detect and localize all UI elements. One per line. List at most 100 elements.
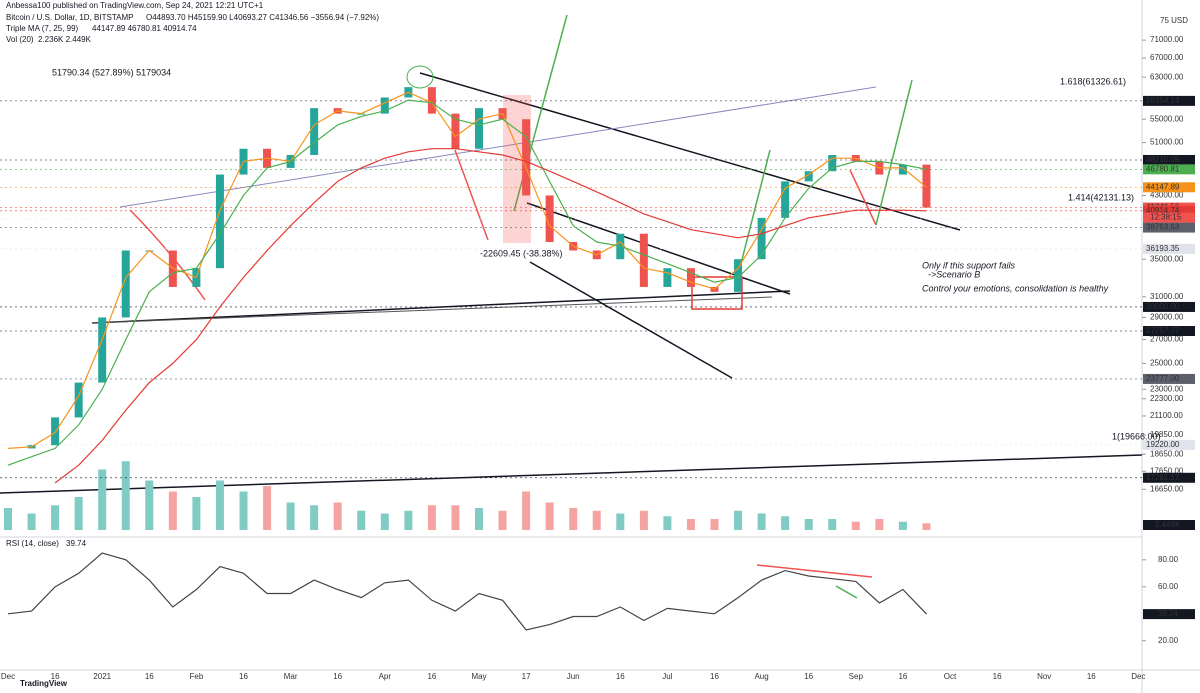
countdown: 12:38:15 (1150, 213, 1182, 222)
y-tick-label: 60.00 (1158, 582, 1179, 591)
vol-values: 2.236K 2.449K (38, 35, 92, 44)
candle (922, 164, 931, 208)
price-tag (1143, 326, 1195, 337)
annotation: 1.618(61326.61) (1060, 76, 1126, 86)
volume-bar (545, 502, 554, 530)
price-tag-label: 27757.77 (1146, 326, 1180, 335)
x-tick-label: Apr (379, 672, 392, 681)
series-line (54, 148, 927, 484)
series-line (7, 552, 927, 631)
header-text: Bitcoin / U.S. Dollar, 1D, BITSTAMP (6, 13, 133, 22)
annotation: 1.414(42131.13) (1068, 192, 1134, 202)
y-tick-label: 21100.00 (1150, 411, 1183, 420)
x-tick-label: 16 (1087, 672, 1096, 681)
y-tick-label: 18650.00 (1150, 449, 1184, 458)
y-tick-label: 19850.00 (1150, 430, 1184, 439)
x-tick-label: Aug (754, 672, 768, 681)
header-text: Vol (20) (6, 35, 34, 44)
y-tick-label: 67000.00 (1150, 53, 1184, 62)
x-tick-label: Feb (190, 672, 204, 681)
candle (734, 259, 743, 292)
price-tag-label: 58354.14 (1146, 96, 1180, 105)
y-tick-label: 17650.00 (1150, 466, 1184, 475)
x-tick-label: 2021 (93, 672, 111, 681)
volume-bar (851, 521, 860, 530)
y-tick-label: 51000.00 (1150, 138, 1184, 147)
y-tick-label: 43000.00 (1150, 191, 1184, 200)
candle (639, 233, 648, 287)
volume-bar (475, 508, 483, 530)
x-tick-label: Dec (1131, 672, 1145, 681)
price-tag (1143, 154, 1195, 165)
volume-bar (51, 505, 60, 530)
volume-bar (263, 486, 272, 530)
rsi-tag (1143, 609, 1195, 620)
vol-tag (1143, 520, 1195, 530)
x-tick-label: 16 (333, 672, 342, 681)
candle (51, 417, 60, 446)
x-tick-label: Dec (1, 672, 15, 681)
volume-bar (74, 497, 83, 530)
y-tick-label: 63000.00 (1150, 72, 1184, 81)
x-tick-label: Nov (1037, 672, 1051, 681)
x-tick-label: 16 (616, 672, 625, 681)
price-tag-label: 23777.00 (1146, 374, 1180, 383)
candle (757, 217, 766, 260)
x-tick-label: Sep (849, 672, 864, 681)
x-tick-label: 16 (145, 672, 154, 681)
y-tick-label: 20.00 (1158, 636, 1179, 645)
volume-bar (310, 505, 319, 530)
price-tag-label: 44147.89 (1146, 182, 1180, 191)
x-tick-label: Mar (284, 672, 298, 681)
volume-bar (781, 516, 790, 530)
x-tick-label: Jun (567, 672, 580, 681)
volume-bar (898, 521, 907, 530)
candle (380, 97, 389, 114)
countdown-tag (1143, 212, 1195, 223)
x-tick-label: Oct (944, 672, 957, 681)
price-tag (1143, 95, 1195, 106)
price-tag-label: 48216.09 (1146, 155, 1180, 164)
x-tick-label: 17 (522, 672, 531, 681)
price-tag-label: 36193.35 (1146, 244, 1180, 253)
volume-bar (4, 508, 12, 530)
annotation: ->Scenario B (928, 269, 980, 279)
rsi-tag-label: 39.74 (1158, 609, 1179, 618)
x-tick-label: May (471, 672, 486, 681)
candle (74, 382, 83, 418)
candle (898, 164, 907, 175)
price-tag-label: 17281.17 (1146, 473, 1180, 482)
price-tag-label: 38763.63 (1146, 223, 1180, 232)
ohlc: O44893.70 H45159.90 L40693.27 C41346.56 … (146, 13, 379, 22)
candle (781, 181, 790, 218)
price-tag (1143, 164, 1195, 175)
volume-bar (639, 510, 648, 530)
x-tick-label: 16 (427, 672, 436, 681)
volume-bar (522, 491, 531, 530)
volume-bar (922, 523, 931, 530)
header-text: Anbessa100 published on TradingView.com,… (6, 1, 264, 10)
y-tick-label: 23000.00 (1150, 384, 1184, 393)
volume-bar (498, 510, 507, 530)
series-line (7, 91, 927, 449)
y-tick-label: 25000.00 (1150, 359, 1184, 368)
candle (663, 268, 672, 287)
series-line (7, 99, 927, 466)
y-tick-label: 55000.00 (1150, 114, 1184, 123)
candle (451, 113, 460, 149)
candle (98, 317, 107, 383)
price-tag (1143, 205, 1195, 216)
volume-bar (663, 516, 672, 530)
y-tick-label: 31000.00 (1150, 292, 1184, 301)
candle (828, 154, 837, 172)
y-tick-label: 27000.00 (1150, 335, 1184, 344)
y-tick-label: 71000.00 (1150, 35, 1184, 44)
axis-unit: 75 USD (1160, 16, 1188, 25)
volume-bar (427, 505, 436, 530)
volume-bar (121, 461, 130, 530)
volume-bar (168, 491, 177, 530)
volume-bar (404, 510, 413, 530)
vol-tag-label: 2.449K (1155, 520, 1181, 529)
x-tick-label: 16 (898, 672, 907, 681)
volume-bar (215, 480, 224, 530)
